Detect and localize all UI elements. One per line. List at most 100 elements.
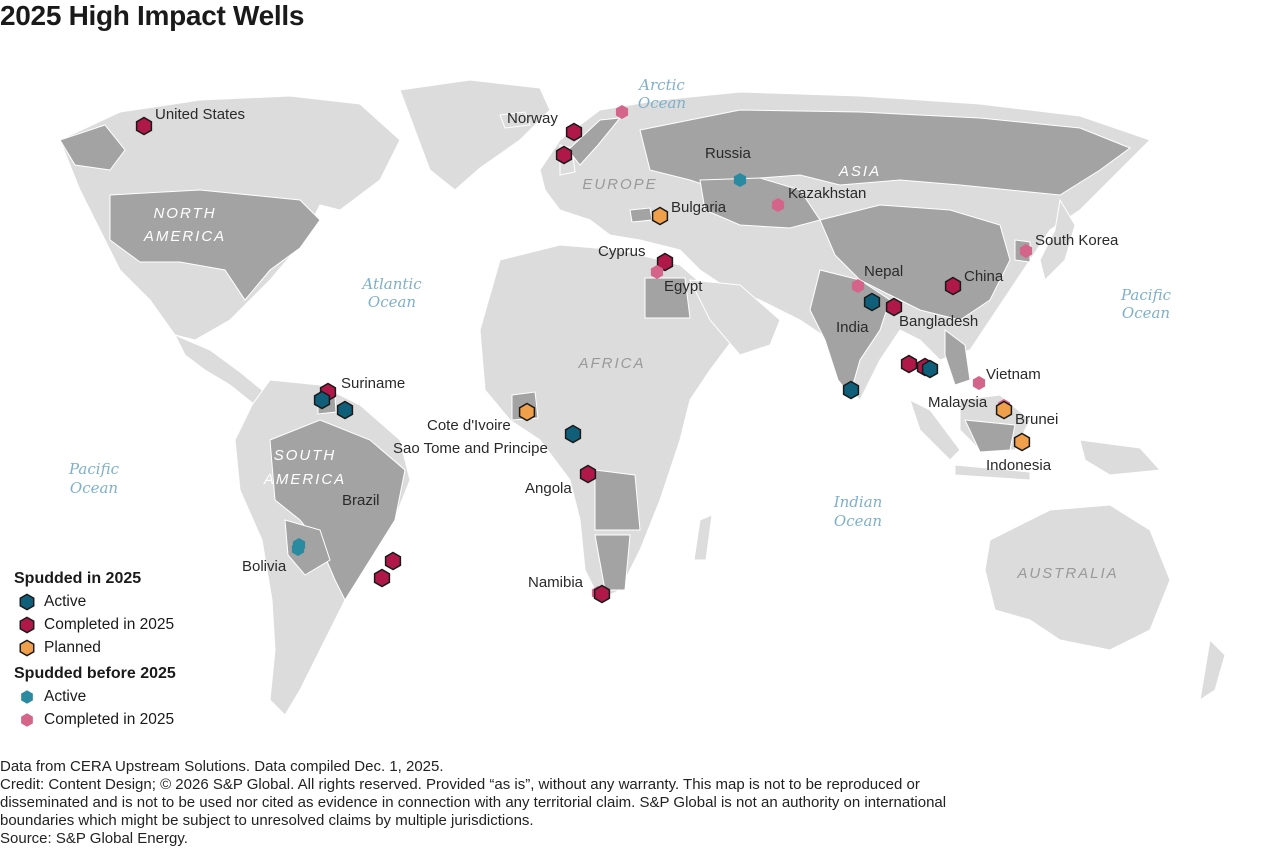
well-marker-spudded-2025-completed: [593, 584, 611, 604]
ocean-pacific-east-2: Ocean: [1122, 304, 1170, 322]
well-marker-spudded-2025-active: [842, 380, 860, 400]
land-japan: [1039, 198, 1076, 281]
label-south-korea: South Korea: [1035, 232, 1119, 249]
country-us: [109, 189, 321, 301]
country-labels: United States Norway Russia Kazakhstan B…: [155, 106, 1119, 591]
hexagon-icon: [19, 593, 35, 610]
country-bolivia: [284, 519, 331, 576]
country-alaska: [59, 124, 126, 171]
region-labels: NORTH AMERICA SOUTH AMERICA EUROPE ASIA …: [143, 163, 1118, 582]
label-vietnam: Vietnam: [986, 366, 1041, 383]
well-marker-spudded-2025-active: [313, 390, 331, 410]
well-marker-spudded-2025-planned: [518, 402, 536, 422]
land-greenland: [399, 79, 551, 191]
ocean-arctic: Arctic: [637, 76, 685, 94]
hexagon-icon: [21, 689, 33, 704]
legend: Spudded in 2025 Active Completed in 2025…: [14, 570, 254, 731]
region-europe: EUROPE: [582, 176, 657, 193]
label-sao-tome: Sao Tome and Principe: [393, 440, 548, 457]
region-north-america-2: AMERICA: [143, 228, 226, 245]
well-marker-spudded-2025-planned: [995, 400, 1013, 420]
hexagon-icon: [19, 639, 35, 656]
footer: Data from CERA Upstream Solutions. Data …: [0, 758, 1000, 848]
label-brunei: Brunei: [1015, 411, 1058, 428]
land-australia: [984, 504, 1171, 651]
well-marker-spudded-2025-planned: [651, 206, 669, 226]
label-bulgaria: Bulgaria: [671, 199, 727, 216]
label-cyprus: Cyprus: [598, 243, 646, 260]
country-kazakhstan: [699, 177, 821, 229]
country-namibia: [594, 534, 631, 591]
label-bolivia: Bolivia: [242, 558, 287, 575]
region-south-america-2: AMERICA: [263, 471, 346, 488]
legend-label: Completed in 2025: [44, 615, 175, 633]
well-marker-spudded-2025-active: [863, 292, 881, 312]
map-title: 2025 High Impact Wells: [0, 0, 305, 31]
legend-label: Active: [44, 592, 87, 610]
legend-item-spudded-planned: Planned: [14, 636, 254, 659]
legend-item-before-active: Active: [14, 685, 254, 708]
legend-label: Completed in 2025: [44, 710, 175, 728]
land-madagascar: [693, 514, 713, 561]
label-china: China: [964, 268, 1004, 285]
land-iceland: [499, 111, 531, 129]
ocean-indian: Indian: [833, 493, 883, 511]
well-marker-spudded-2025-completed: [944, 276, 962, 296]
footer-credit: Credit: Content Design; © 2026 S&P Globa…: [0, 776, 947, 829]
ocean-arctic-2: Ocean: [638, 94, 686, 112]
land-arabia: [689, 279, 781, 356]
well-marker-before-2025-completed: [972, 376, 986, 390]
legend-item-spudded-active: Active: [14, 590, 254, 613]
region-australia: AUSTRALIA: [1016, 565, 1118, 582]
land-central-america: [173, 334, 271, 406]
well-markers: [135, 105, 1033, 604]
ocean-labels: Arctic Ocean Atlantic Ocean Pacific Ocea…: [68, 76, 1172, 530]
country-bulgaria: [629, 207, 653, 223]
legend-label: Planned: [44, 638, 101, 656]
country-indonesia-borneo: [964, 419, 1016, 453]
well-marker-spudded-2025-planned: [1013, 432, 1031, 452]
land-java: [954, 464, 1031, 481]
label-russia: Russia: [705, 145, 752, 162]
well-marker-before-2025-completed: [615, 105, 629, 119]
label-malaysia: Malaysia: [928, 394, 988, 411]
country-angola: [594, 469, 641, 531]
well-marker-spudded-2025-completed: [373, 568, 391, 588]
legend-group2-title: Spudded before 2025: [14, 665, 176, 682]
country-vietnam: [944, 329, 971, 386]
footer-data-note: Data from CERA Upstream Solutions. Data …: [0, 758, 444, 775]
well-marker-spudded-2025-completed: [885, 297, 903, 317]
well-marker-spudded-2025-completed: [565, 122, 583, 142]
well-marker-before-2025-completed: [771, 198, 785, 212]
well-marker-spudded-2025-completed: [384, 551, 402, 571]
well-marker-spudded-2025-completed: [555, 145, 573, 165]
well-marker-before-2025-active: [291, 542, 305, 556]
land-africa: [479, 244, 741, 601]
label-angola: Angola: [525, 480, 572, 497]
footer-source: Source: S&P Global Energy.: [0, 830, 188, 847]
legend-label: Active: [44, 687, 87, 705]
region-south-america: SOUTH: [274, 447, 337, 464]
label-norway: Norway: [507, 110, 558, 127]
region-africa: AFRICA: [577, 355, 645, 372]
label-indonesia: Indonesia: [986, 457, 1052, 474]
ocean-atlantic: Atlantic: [360, 275, 422, 293]
country-norway: [567, 117, 622, 166]
hexagon-icon: [21, 712, 33, 727]
label-united-states: United States: [155, 106, 245, 123]
region-asia: ASIA: [838, 163, 881, 180]
land-sumatra: [909, 399, 961, 461]
ocean-atlantic-2: Ocean: [368, 293, 416, 311]
legend-group1-items: Active Completed in 2025 Planned: [14, 590, 254, 659]
label-cote-divoire: Cote d'Ivoire: [427, 417, 511, 434]
hexagon-icon: [19, 616, 35, 633]
ocean-pacific-west-2: Ocean: [70, 479, 118, 497]
well-marker-spudded-2025-active: [336, 400, 354, 420]
land-new-guinea: [1079, 439, 1162, 476]
legend-item-before-completed: Completed in 2025: [14, 708, 254, 731]
well-marker-spudded-2025-completed: [579, 464, 597, 484]
legend-item-spudded-completed: Completed in 2025: [14, 613, 254, 636]
well-marker-before-2025-active: [733, 173, 747, 187]
well-marker-spudded-2025-completed: [900, 354, 918, 374]
label-namibia: Namibia: [528, 574, 584, 591]
